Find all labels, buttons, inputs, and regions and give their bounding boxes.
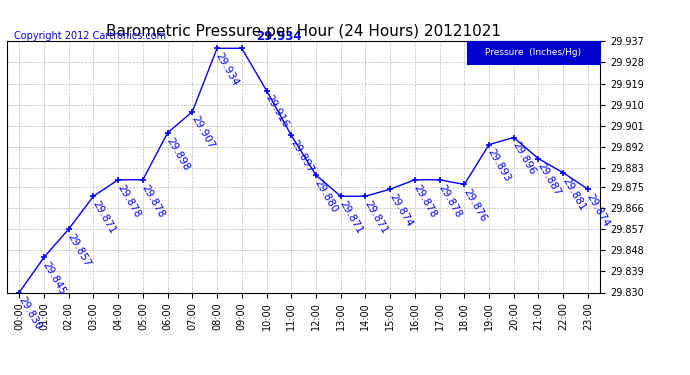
Text: 29.907: 29.907 [189,114,216,151]
Text: 29.934: 29.934 [256,30,302,43]
Text: 29.845: 29.845 [41,260,68,297]
Text: 29.876: 29.876 [461,187,488,224]
Text: 29.874: 29.874 [387,192,414,229]
Text: 29.878: 29.878 [115,183,142,219]
Text: 29.878: 29.878 [412,183,439,219]
Text: 29.916: 29.916 [264,93,290,130]
Text: 29.934: 29.934 [214,51,241,88]
Text: 29.878: 29.878 [140,183,167,219]
Text: 29.887: 29.887 [535,161,562,198]
Text: 29.893: 29.893 [486,147,513,184]
Text: 29.871: 29.871 [362,199,389,236]
Text: 29.871: 29.871 [337,199,364,236]
Title: Barometric Pressure per Hour (24 Hours) 20121021: Barometric Pressure per Hour (24 Hours) … [106,24,501,39]
Text: 29.881: 29.881 [560,176,587,212]
Text: 29.897: 29.897 [288,138,315,175]
Text: 29.880: 29.880 [313,178,339,214]
Text: 29.874: 29.874 [585,192,612,229]
Text: 29.898: 29.898 [164,136,191,172]
Text: Copyright 2012 Cartronics.com: Copyright 2012 Cartronics.com [14,32,166,41]
Text: 29.830: 29.830 [16,295,43,332]
Text: 29.871: 29.871 [90,199,117,236]
Text: 29.878: 29.878 [437,183,464,219]
Text: 29.896: 29.896 [511,140,538,177]
Text: 29.857: 29.857 [66,232,92,268]
